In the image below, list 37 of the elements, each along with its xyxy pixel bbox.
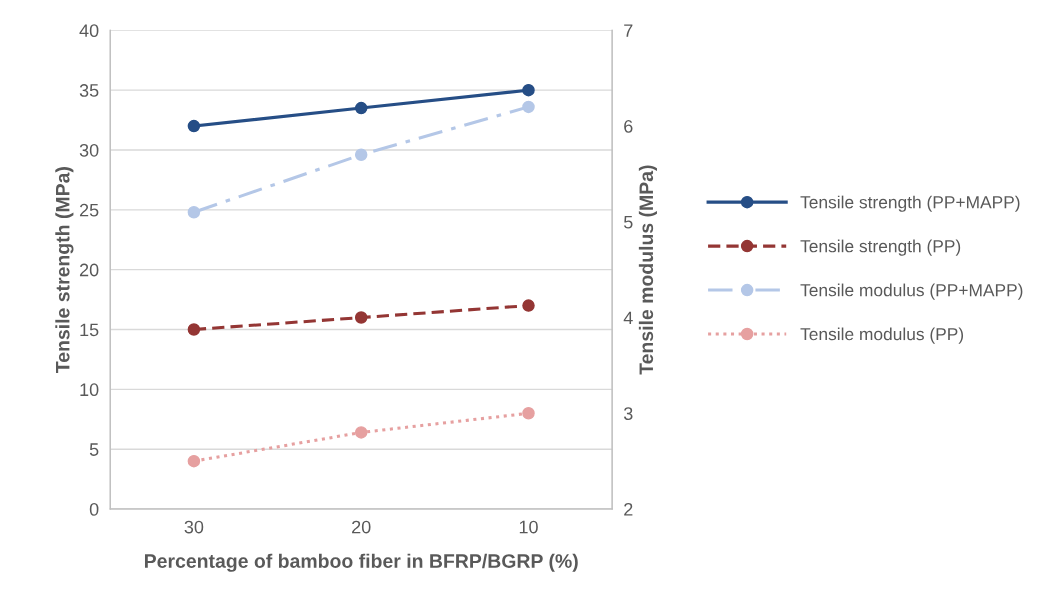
x-tick-label: 30 <box>184 520 204 534</box>
y-tick-label: 0 <box>89 502 99 516</box>
x-tick-label: 10 <box>519 520 538 534</box>
y2-axis-title: Tensile modulus (MPa) <box>638 165 657 375</box>
point <box>522 299 535 312</box>
point <box>522 83 535 97</box>
y2-tick-label: 3 <box>623 407 633 421</box>
legend-label: Tensile modulus (PP) <box>800 327 964 344</box>
point <box>354 311 368 324</box>
y-tick-label: 10 <box>80 383 99 397</box>
y-tick-label: 40 <box>79 24 99 38</box>
point <box>522 407 535 420</box>
y-tick-label: 30 <box>79 143 99 157</box>
y-tick-label: 35 <box>79 84 99 97</box>
x-axis-title: Percentage of bamboo fiber in BFRP/BGRP (%) <box>144 553 578 572</box>
y2-tick-label: 4 <box>623 311 633 325</box>
legend-label: Tensile strength (PP+MAPP) <box>800 195 1020 212</box>
point <box>187 205 201 219</box>
legend-label: Tensile strength (PP) <box>800 239 961 256</box>
y-tick-label: 15 <box>80 323 99 337</box>
x-tick-label: 20 <box>352 520 371 534</box>
point <box>354 148 368 162</box>
y-tick-label: 20 <box>79 263 99 277</box>
y2-tick-label: 7 <box>624 24 633 37</box>
point <box>354 426 368 439</box>
y2-tick-label: 2 <box>624 502 633 516</box>
point <box>187 119 201 133</box>
y-tick-label: 5 <box>89 443 99 456</box>
y2-tick-label: 5 <box>623 215 633 229</box>
y-tick-label: 25 <box>79 203 99 217</box>
point <box>354 101 368 115</box>
legend-label: Tensile modulus (PP+MAPP) <box>800 283 1023 300</box>
y2-tick-label: 6 <box>624 119 633 133</box>
point <box>187 454 201 468</box>
point <box>187 323 201 336</box>
y-axis-title: Tensile strength (MPa) <box>55 167 74 373</box>
point <box>522 100 535 114</box>
